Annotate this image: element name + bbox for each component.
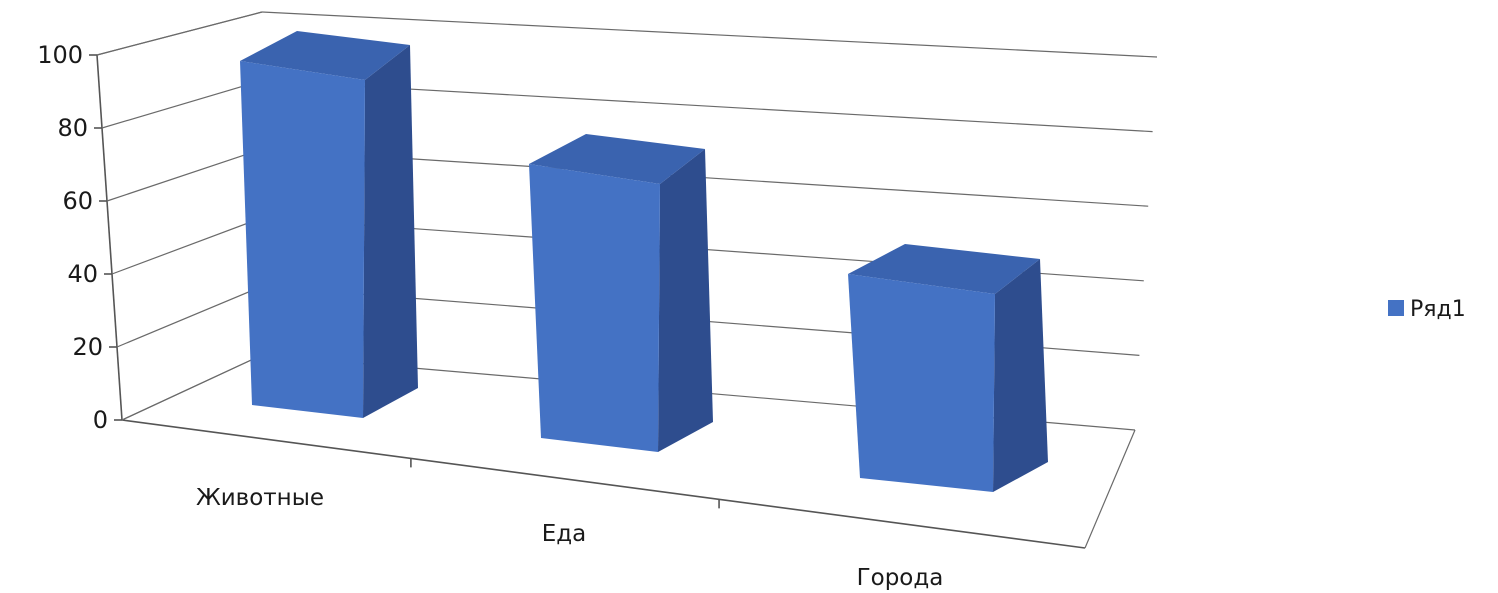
back-wall-gridline — [261, 11, 1158, 58]
bar-front-face — [848, 274, 995, 492]
y-tick-label: 60 — [62, 187, 93, 215]
bar-top-face — [848, 244, 1040, 294]
legend-label: Ряд1 — [1410, 297, 1466, 322]
bar-3 — [848, 244, 1048, 492]
x-axis-line — [121, 419, 1086, 549]
x-category-label: Еда — [542, 521, 587, 547]
bar-front-face — [529, 164, 660, 452]
x-axis-labels: Животные Еда Города — [196, 458, 943, 591]
bar-side-face — [363, 45, 418, 418]
bars — [240, 31, 1048, 492]
y-tick-label: 80 — [57, 114, 88, 142]
y-tick-label: 40 — [67, 260, 98, 288]
bar-2 — [529, 134, 713, 452]
x-category-label: Города — [857, 565, 944, 591]
y-tick-label: 20 — [72, 333, 103, 361]
y-tick-label: 0 — [93, 406, 108, 434]
legend: Ряд1 — [1388, 297, 1466, 322]
bar-1 — [240, 31, 418, 418]
bar-front-face — [240, 61, 365, 418]
y-axis-ticks: 0 20 40 60 80 100 — [37, 41, 122, 434]
bar-top-face — [240, 31, 410, 80]
bar-top-face — [529, 134, 705, 184]
left-wall-gridline — [106, 148, 263, 202]
bar-side-face — [993, 259, 1048, 492]
y-tick-label: 100 — [37, 41, 83, 69]
left-wall-gridline — [121, 354, 263, 421]
bar-side-face — [658, 149, 713, 452]
x-category-label: Животные — [196, 485, 324, 511]
left-wall-gridline — [111, 217, 263, 275]
y-axis-line — [96, 54, 123, 421]
legend-swatch — [1388, 300, 1404, 316]
floor-right-edge — [1084, 429, 1136, 549]
left-wall-gridline — [116, 285, 263, 348]
left-wall-gridline — [96, 11, 263, 56]
left-wall-gridline — [101, 80, 263, 129]
